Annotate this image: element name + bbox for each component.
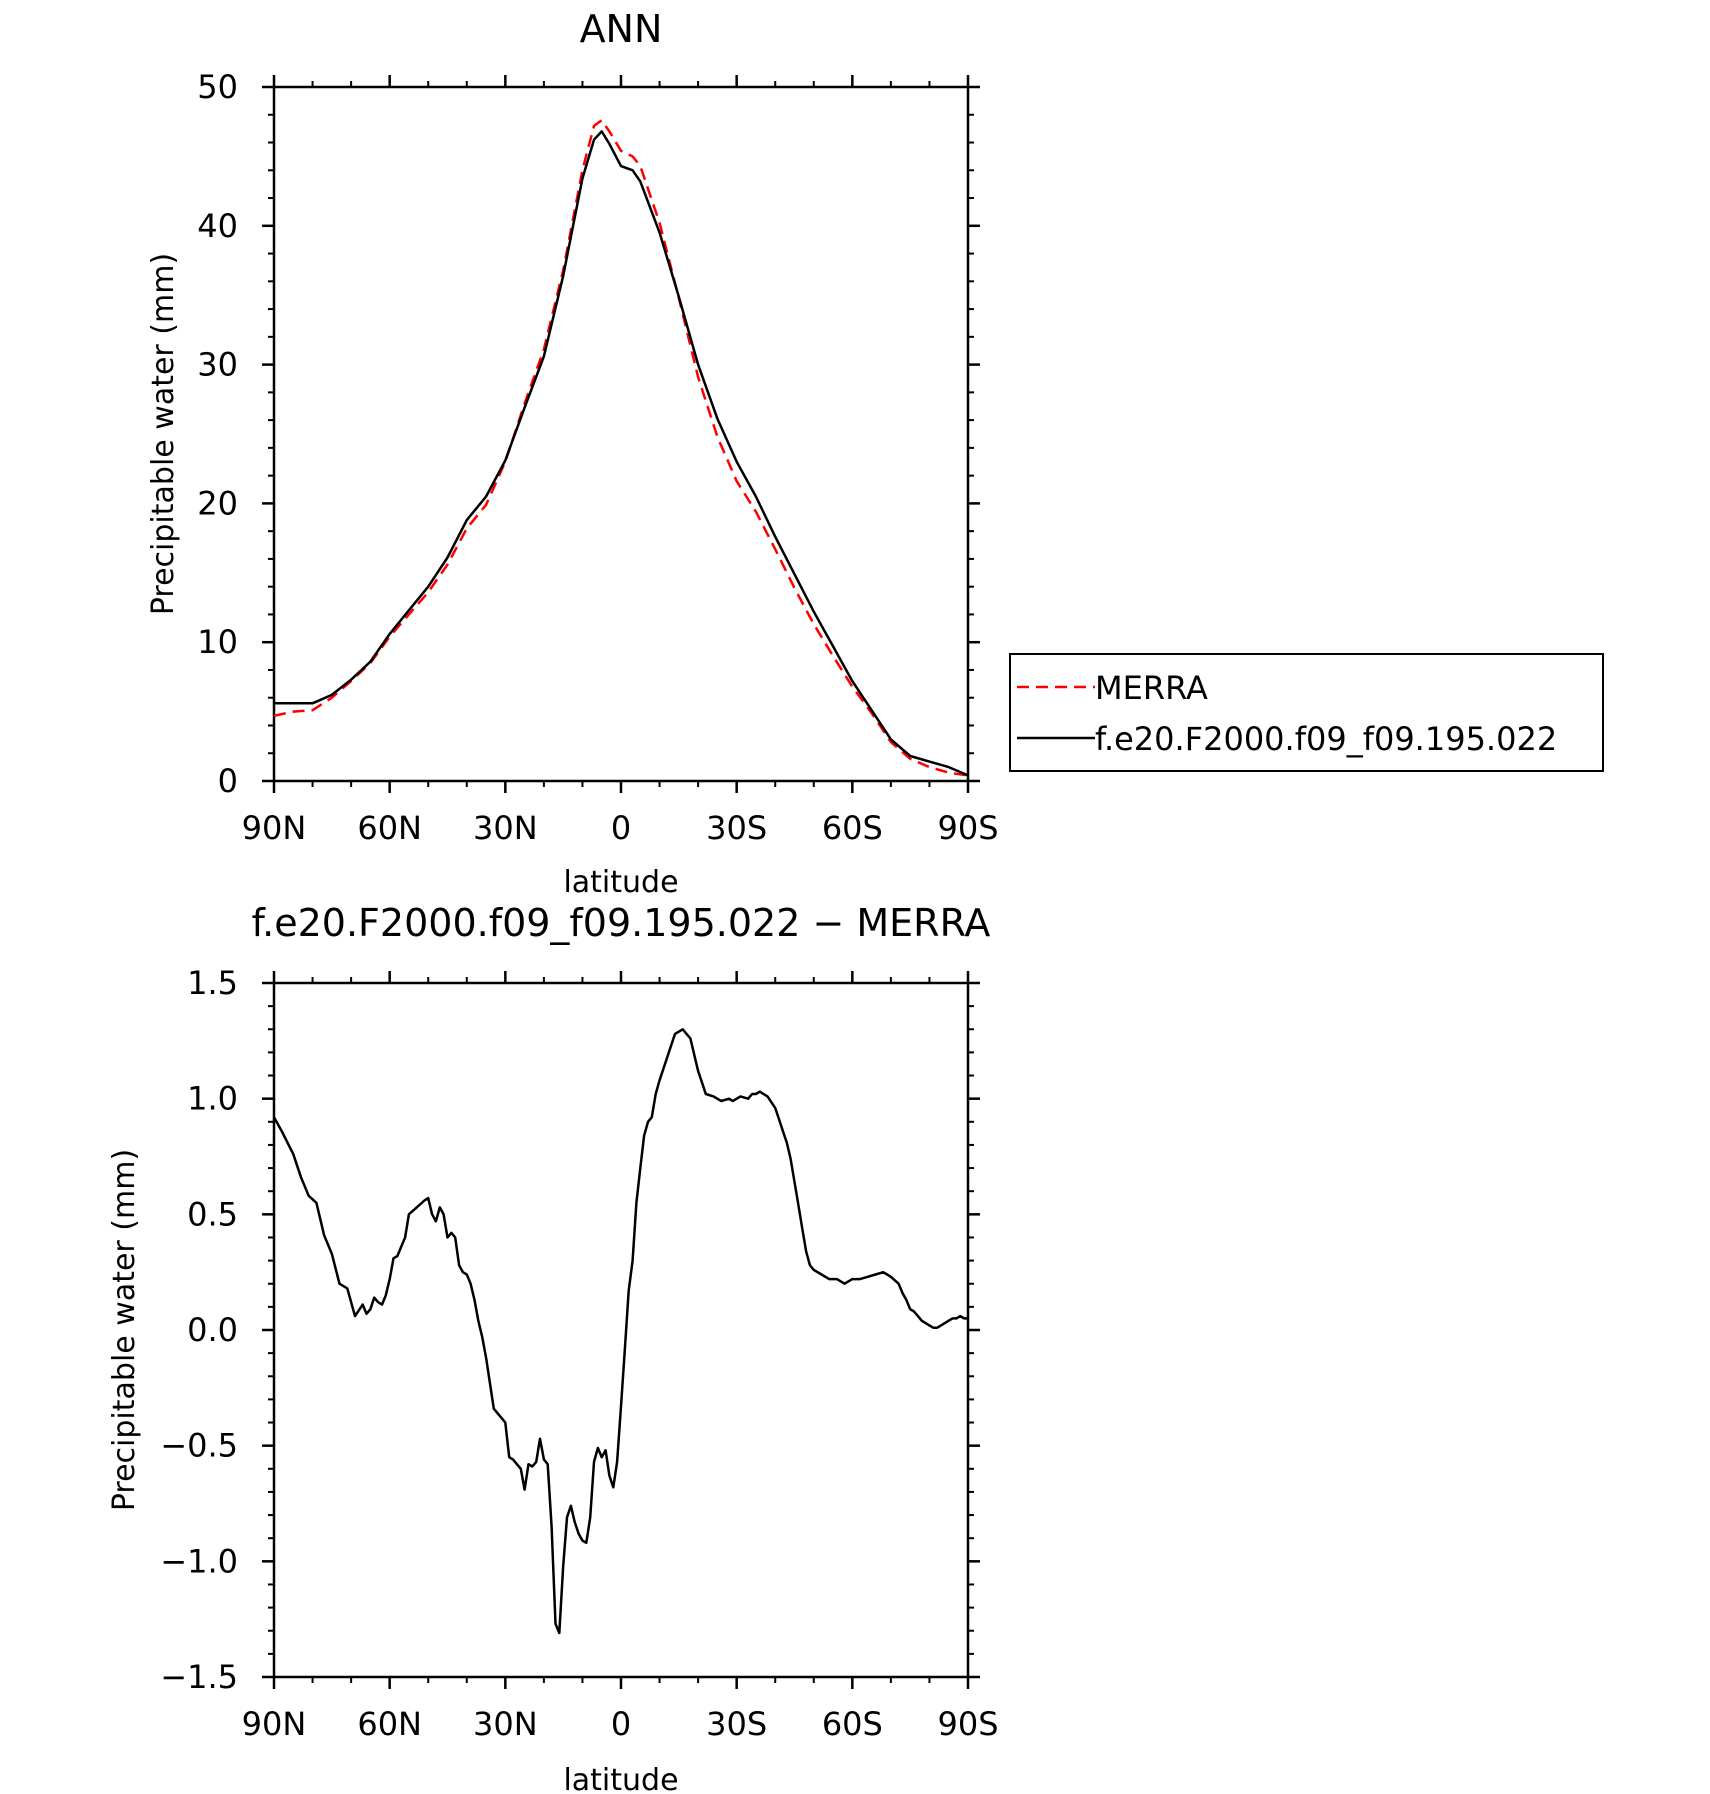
panel1-y-axis-label: Precipitable water (mm) [146, 253, 181, 615]
panel1-series-lines [273, 119, 969, 777]
series-line-merra [273, 119, 969, 777]
x-tick-label: 60N [357, 1705, 422, 1743]
panel1-tick-labels: 90N 60N 30N 0 30S 60S 90S 0 10 20 30 40 50 [197, 68, 998, 847]
series-line-f-e20-f2000-f09-f09-195-022 [274, 130, 969, 777]
legend: MERRA f.e20.F2000.f09_f09.195.022 [1009, 653, 1604, 772]
x-tick-label: 90S [937, 1705, 998, 1743]
y-tick-label: 10 [197, 623, 238, 661]
x-tick-label: 0 [611, 809, 631, 847]
x-tick-label: 30S [706, 809, 767, 847]
panel2-y-axis-label: Precipitable water (mm) [107, 1149, 142, 1511]
x-tick-label: 30S [706, 1705, 767, 1743]
y-tick-label: 0.0 [187, 1311, 238, 1349]
panel2-series-lines [272, 1028, 968, 1635]
y-tick-label: −1.5 [160, 1658, 238, 1696]
panel1-ticks [262, 75, 980, 793]
legend-box [1009, 653, 1604, 772]
x-tick-label: 90N [242, 1705, 307, 1743]
y-tick-label: 40 [197, 207, 238, 245]
panel2-title: f.e20.F2000.f09_f09.195.022 − MERRA [252, 901, 991, 945]
y-tick-label: 20 [197, 484, 238, 522]
panel2-plot-frame [272, 981, 970, 1679]
x-tick-label: 90S [937, 809, 998, 847]
x-tick-label: 60N [357, 809, 422, 847]
panel2-ticks [262, 971, 980, 1689]
y-tick-label: 0 [218, 762, 238, 800]
legend-label-model: f.e20.F2000.f09_f09.195.022 [1095, 720, 1557, 758]
panel1-plot-frame [272, 85, 970, 783]
panel2-x-axis-label: latitude [563, 1763, 678, 1794]
panel-annual-precipitable-water: ANN 90N 60N 30N 0 30S 60S 90S 0 10 20 30 40 50 latit… [146, 7, 1604, 900]
x-tick-label: 0 [611, 1705, 631, 1743]
panel-difference: f.e20.F2000.f09_f09.195.022 − MERRA 90N 6… [107, 901, 999, 1794]
legend-label-merra: MERRA [1095, 669, 1208, 707]
x-tick-label: 30N [473, 809, 538, 847]
panel1-title: ANN [580, 7, 663, 51]
x-tick-label: 60S [822, 809, 883, 847]
y-tick-label: 1.0 [187, 1080, 238, 1118]
y-tick-label: 1.5 [187, 964, 238, 1002]
y-tick-label: −0.5 [160, 1427, 238, 1465]
y-tick-label: −1.0 [160, 1542, 238, 1580]
panel2-tick-labels: 90N 60N 30N 0 30S 60S 90S −1.5 −1.0 −0.5 0.0 0.5 1.0… [160, 964, 998, 1743]
y-tick-label: 0.5 [187, 1195, 238, 1233]
series-line-difference [272, 1028, 968, 1635]
panel1-x-axis-label: latitude [563, 865, 678, 900]
x-tick-label: 60S [822, 1705, 883, 1743]
x-tick-label: 30N [473, 1705, 538, 1743]
x-tick-label: 90N [242, 809, 307, 847]
y-tick-label: 50 [197, 68, 238, 106]
y-tick-label: 30 [197, 346, 238, 384]
